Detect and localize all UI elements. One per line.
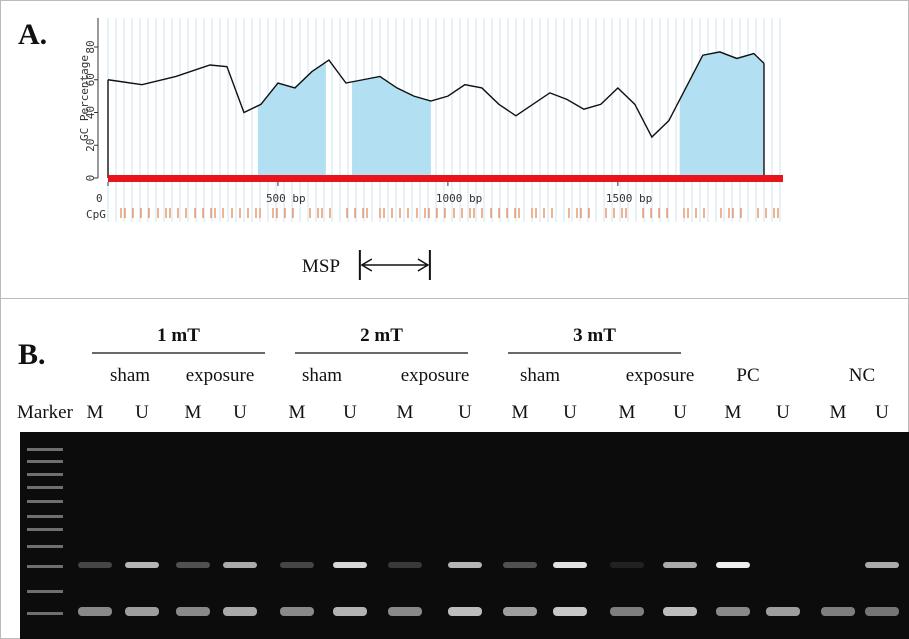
panel-b-label: B.	[18, 338, 46, 371]
condition-label: PC	[736, 365, 759, 386]
condition-label: NC	[849, 365, 875, 386]
lane-label: U	[776, 402, 790, 423]
lane-label: U	[563, 402, 577, 423]
ladder-band	[27, 460, 63, 463]
group-label: 3 mT	[573, 325, 616, 346]
band	[223, 562, 257, 568]
ladder-band	[27, 473, 63, 476]
ladder-band	[27, 515, 63, 518]
band	[865, 562, 899, 568]
lane-label: M	[185, 402, 202, 423]
band	[176, 607, 210, 616]
ladder-band	[27, 528, 63, 531]
ladder-band	[27, 565, 63, 568]
lane-label: M	[289, 402, 306, 423]
band	[503, 607, 537, 616]
condition-label: sham	[110, 365, 150, 386]
y-tick-label: 20	[84, 139, 97, 152]
ladder-band	[27, 448, 63, 451]
y-tick-label: 60	[84, 73, 97, 86]
band	[280, 607, 314, 616]
lane-label: M	[397, 402, 414, 423]
lane-label: M	[512, 402, 529, 423]
band	[865, 607, 899, 616]
band	[716, 607, 750, 616]
band	[610, 562, 644, 568]
condition-label: sham	[302, 365, 342, 386]
band	[280, 562, 314, 568]
condition-label: sham	[520, 365, 560, 386]
band	[176, 562, 210, 568]
band	[388, 562, 422, 568]
band	[125, 607, 159, 616]
band	[78, 562, 112, 568]
band	[223, 607, 257, 616]
condition-label: exposure	[186, 365, 255, 386]
band	[610, 607, 644, 616]
panel-a-label: A.	[18, 18, 47, 51]
band	[503, 562, 537, 568]
y-tick-label: 40	[84, 106, 97, 119]
lane-label: M	[619, 402, 636, 423]
band	[448, 607, 482, 616]
sequence-bar	[108, 175, 783, 182]
x-tick-label: 1000 bp	[436, 192, 482, 205]
lane-label: U	[875, 402, 889, 423]
band	[821, 607, 855, 616]
band	[448, 562, 482, 568]
band	[716, 562, 750, 568]
lane-label: U	[343, 402, 357, 423]
lane-label: M	[830, 402, 847, 423]
figure: A. B. GC Percentage CpG 0 20 40 60 80 0 500 bp…	[0, 0, 909, 639]
band	[553, 562, 587, 568]
group-label: 2 mT	[360, 325, 403, 346]
ladder-band	[27, 590, 63, 593]
y-tick-label: 0	[84, 175, 97, 182]
band	[766, 607, 800, 616]
lane-label: U	[233, 402, 247, 423]
group-label: 1 mT	[157, 325, 200, 346]
band	[663, 562, 697, 568]
lane-label: U	[135, 402, 149, 423]
x-tick-label: 500 bp	[266, 192, 306, 205]
band	[78, 607, 112, 616]
ladder-band	[27, 500, 63, 503]
ladder-band	[27, 612, 63, 615]
band	[388, 607, 422, 616]
band	[663, 607, 697, 616]
y-tick-label: 80	[84, 40, 97, 53]
lane-label: M	[725, 402, 742, 423]
ladder-band	[27, 486, 63, 489]
ladder-band	[27, 545, 63, 548]
condition-label: exposure	[626, 365, 695, 386]
band	[553, 607, 587, 616]
msp-label: MSP	[302, 256, 340, 277]
lane-label: U	[673, 402, 687, 423]
lane-label: U	[458, 402, 472, 423]
lane-label: M	[87, 402, 104, 423]
condition-label: exposure	[401, 365, 470, 386]
x-tick-label: 1500 bp	[606, 192, 652, 205]
band	[125, 562, 159, 568]
band	[333, 607, 367, 616]
lane-label: Marker	[17, 402, 74, 423]
y-axis-label: GC Percentage	[78, 55, 91, 141]
x-tick-label: 0	[96, 192, 103, 205]
cpg-label: CpG	[86, 208, 106, 221]
band	[333, 562, 367, 568]
